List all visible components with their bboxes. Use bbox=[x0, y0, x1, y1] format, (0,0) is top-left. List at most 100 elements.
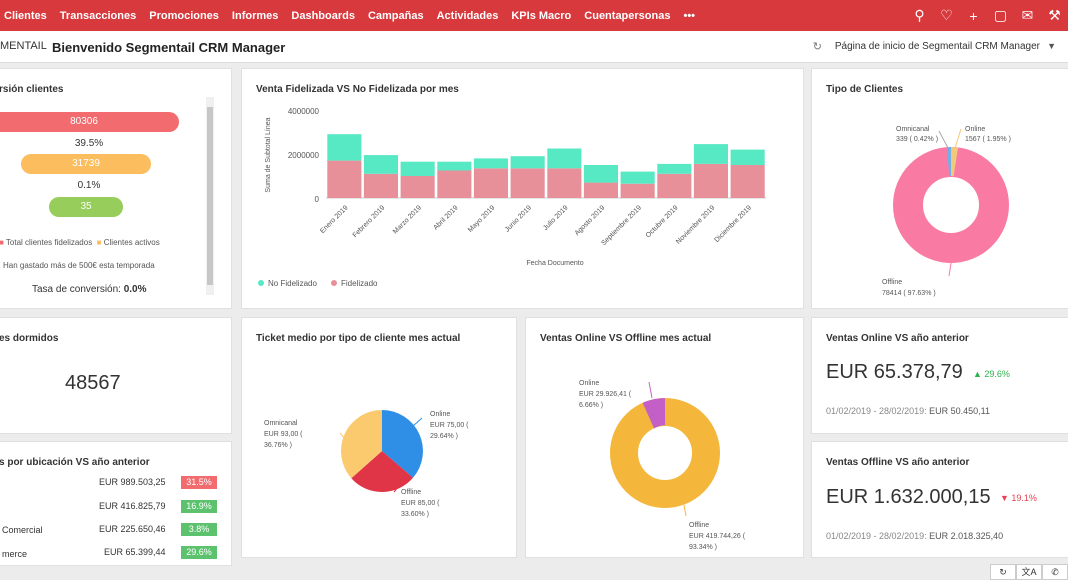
bar-no-fidelizado[interactable] bbox=[400, 161, 435, 176]
legend-swatch-fidelizado bbox=[331, 280, 337, 286]
pie-slice-omnicanal[interactable] bbox=[340, 410, 382, 479]
bar-no-fidelizado[interactable] bbox=[510, 156, 545, 169]
pie-slice-online[interactable] bbox=[382, 410, 423, 478]
nav-item-actividades[interactable]: Actividades bbox=[436, 9, 499, 22]
slice-name: Online bbox=[430, 411, 450, 418]
bar-no-fidelizado[interactable] bbox=[327, 134, 362, 161]
slice-value: EUR 93,00 ( bbox=[264, 431, 303, 438]
slice-value: EUR 419.744,26 ( bbox=[689, 533, 746, 540]
x-tick-label: Agosto 2019 bbox=[574, 204, 607, 237]
funnel-bar-spent[interactable]: 35 bbox=[49, 197, 123, 217]
funnel-pct: 39.5% bbox=[74, 138, 104, 149]
scrollbar[interactable] bbox=[206, 97, 214, 295]
bar-no-fidelizado[interactable] bbox=[363, 155, 398, 174]
bar-no-fidelizado[interactable] bbox=[547, 148, 582, 169]
bar-fidelizado[interactable] bbox=[363, 173, 398, 198]
leader-line bbox=[412, 417, 423, 427]
tools-icon[interactable]: ⚒ bbox=[1048, 7, 1061, 23]
x-tick-label: Mayo 2019 bbox=[467, 204, 497, 234]
refresh-icon[interactable]: ↻ bbox=[812, 41, 822, 53]
x-tick-label: Septiembre 2019 bbox=[600, 204, 643, 247]
nav-item-clientes[interactable]: Clientes bbox=[4, 9, 47, 22]
nav-item-kpis-macro[interactable]: KPIs Macro bbox=[511, 9, 572, 22]
donut-slice-online[interactable] bbox=[951, 146, 959, 177]
period-label: 01/02/2019 - 28/02/2019: bbox=[826, 406, 927, 416]
legend-swatch-no-fidelizado bbox=[258, 280, 264, 286]
nav-item-dashboards[interactable]: Dashboards bbox=[291, 9, 355, 22]
card-title: es dormidos bbox=[0, 333, 59, 344]
slice-name: Online bbox=[579, 380, 599, 387]
x-tick-label: Febrero 2019 bbox=[352, 204, 387, 239]
previous-period: 01/02/2019 - 28/02/2019: EUR 50.450,11 bbox=[826, 406, 990, 416]
bar-fidelizado[interactable] bbox=[510, 168, 545, 198]
bar-no-fidelizado[interactable] bbox=[657, 163, 692, 174]
leader-line bbox=[954, 128, 962, 149]
funnel-bar-active[interactable]: 31739 bbox=[21, 154, 151, 174]
leader-line bbox=[648, 381, 653, 399]
card-title: rsión clientes bbox=[0, 84, 64, 95]
card-title: Venta Fidelizada VS No Fidelizada por me… bbox=[256, 84, 459, 95]
slice-name: Offline bbox=[689, 522, 709, 529]
legend-swatch: ■ bbox=[0, 238, 4, 247]
bar-no-fidelizado[interactable] bbox=[473, 158, 508, 169]
scrollbar-thumb[interactable] bbox=[207, 107, 213, 285]
bar-fidelizado[interactable] bbox=[327, 160, 362, 198]
chevron-down-icon[interactable]: ▼ bbox=[1047, 41, 1056, 51]
bar-fidelizado[interactable] bbox=[400, 176, 435, 198]
conversion-card: rsión clientes 80306 39.5% 31739 0.1% 35… bbox=[0, 68, 232, 309]
location-change-badge: 16.9% bbox=[181, 500, 217, 513]
slice-value: 1567 ( 1.95% ) bbox=[965, 136, 1011, 143]
bell-icon[interactable]: ♡ bbox=[940, 7, 953, 23]
card-title: Tipo de Clientes bbox=[826, 84, 904, 95]
bar-fidelizado[interactable] bbox=[547, 168, 582, 198]
bar-fidelizado[interactable] bbox=[730, 165, 765, 198]
pie-slice-offline[interactable] bbox=[351, 451, 413, 492]
leader-line bbox=[938, 130, 949, 149]
nav-more-button[interactable]: ••• bbox=[683, 9, 696, 22]
nav-item-campanas[interactable]: Campañas bbox=[367, 9, 424, 22]
legend-label[interactable]: Fidelizado bbox=[341, 279, 378, 288]
search-icon[interactable]: ⚲ bbox=[914, 7, 925, 23]
donut-slice-online[interactable] bbox=[642, 394, 675, 430]
y-tick-label: 4000000 bbox=[288, 107, 320, 116]
brand-name: MENTAIL bbox=[0, 40, 47, 52]
x-axis-label: Fecha Documento bbox=[526, 260, 583, 267]
nav-item-cuentapersonas[interactable]: Cuentapersonas bbox=[584, 9, 671, 22]
donut-slice-omnicanal[interactable] bbox=[946, 147, 951, 176]
bar-no-fidelizado[interactable] bbox=[437, 161, 472, 171]
translate-icon[interactable]: 文A bbox=[1016, 564, 1042, 580]
sales-by-month-card: Venta Fidelizada VS No Fidelizada por me… bbox=[241, 68, 804, 309]
nav-item-informes[interactable]: Informes bbox=[231, 9, 279, 22]
avg-ticket-pie: Online EUR 75,00 ( 29.64% ) Omnicanal EU… bbox=[264, 410, 469, 518]
bar-fidelizado[interactable] bbox=[437, 170, 472, 199]
y-axis-label: Suma de Subtotal Línea bbox=[265, 117, 272, 192]
slice-value: 78414 ( 97.63% ) bbox=[882, 290, 936, 297]
legend-label[interactable]: No Fidelizado bbox=[268, 279, 317, 288]
dormant-clients-card: es dormidos 48567 bbox=[0, 317, 232, 434]
bar-fidelizado[interactable] bbox=[620, 183, 655, 198]
x-tick-label: Octubre 2019 bbox=[645, 204, 680, 239]
bar-no-fidelizado[interactable] bbox=[583, 165, 618, 183]
online-year-card: Ventas Online VS año anterior EUR 65.378… bbox=[811, 317, 1068, 434]
bar-no-fidelizado[interactable] bbox=[730, 149, 765, 165]
bar-no-fidelizado[interactable] bbox=[693, 144, 728, 164]
mail-icon[interactable]: ✉ bbox=[1021, 7, 1034, 23]
funnel-bar-total[interactable]: 80306 bbox=[0, 112, 179, 132]
nav-item-transacciones[interactable]: Transacciones bbox=[59, 9, 137, 22]
note-icon[interactable]: ▢ bbox=[993, 7, 1008, 23]
bar-fidelizado[interactable] bbox=[693, 163, 728, 198]
bar-fidelizado[interactable] bbox=[583, 182, 618, 198]
bar-no-fidelizado[interactable] bbox=[620, 171, 655, 184]
phone-icon[interactable]: ✆ bbox=[1042, 564, 1068, 580]
homepage-selector[interactable]: Página de inicio de Segmentail CRM Manag… bbox=[834, 41, 1040, 52]
online-offline-donut: Online EUR 29.926,41 ( 6.66% ) Offline E… bbox=[579, 380, 746, 551]
plus-icon[interactable]: + bbox=[969, 7, 978, 24]
bar-fidelizado[interactable] bbox=[473, 168, 508, 198]
donut-slice-offline[interactable] bbox=[610, 398, 720, 508]
funnel-legend: ■ Total clientes fidelizados ■ Clientes … bbox=[0, 238, 160, 247]
location-sales-card: s por ubicación VS año anterior EUR 989.… bbox=[0, 441, 232, 566]
refresh-icon[interactable]: ↻ bbox=[990, 564, 1016, 580]
leader-line bbox=[393, 485, 400, 493]
bar-fidelizado[interactable] bbox=[657, 173, 692, 198]
nav-item-promociones[interactable]: Promociones bbox=[149, 9, 219, 22]
